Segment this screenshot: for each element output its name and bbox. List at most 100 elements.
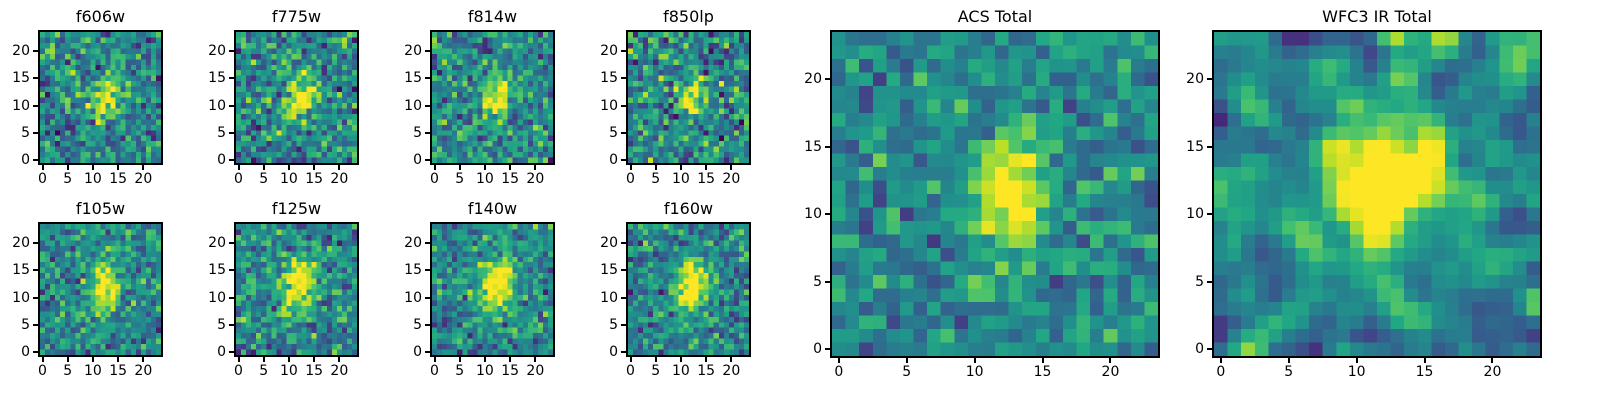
y-tick-mark [1207, 213, 1212, 216]
y-tick-mark [425, 351, 430, 354]
heatmap-acs-total [832, 32, 1158, 356]
x-tick-label: 0 [430, 171, 439, 187]
subplot-f775w: f775w 0 5 10 15 20 0 5 10 15 20 [208, 8, 359, 186]
heatmap-f125w [236, 224, 357, 355]
y-tick-mark [229, 323, 234, 326]
heatmap-f105w [40, 224, 161, 355]
y-tick-label: 0 [413, 152, 422, 169]
y-tick-mark [621, 323, 626, 326]
x-tick-label: 10 [280, 171, 298, 187]
y-tick-mark [1207, 145, 1212, 148]
x-tick-label: 0 [1216, 364, 1226, 380]
y-tick-mark [621, 77, 626, 80]
x-tick-mark [142, 165, 145, 170]
y-tick-mark [229, 77, 234, 80]
x-tick-label: 0 [234, 171, 243, 187]
y-tick-label: 0 [217, 344, 226, 361]
x-tick-mark [654, 357, 657, 362]
y-tick-label: 10 [12, 289, 30, 306]
x-tick-mark [1109, 358, 1112, 363]
heatmap-f850lp [628, 32, 749, 163]
subplot-f606w: f606w 0 5 10 15 20 0 5 10 15 20 [12, 8, 163, 186]
x-tick-label: 15 [1415, 364, 1434, 380]
y-tick-label: 10 [208, 97, 226, 114]
y-tick-label: 0 [217, 152, 226, 169]
x-tick-mark [509, 165, 512, 170]
subplot-f814w: f814w 0 5 10 15 20 0 5 10 15 20 [404, 8, 555, 186]
x-tick-label: 15 [697, 363, 716, 379]
y-tick-label: 5 [609, 124, 618, 141]
y-tick-label: 10 [600, 97, 618, 114]
x-tick-label: 0 [626, 363, 635, 379]
subplot-f850lp: f850lp 0 5 10 15 20 0 5 10 15 20 [600, 8, 751, 186]
y-tick-label: 10 [804, 206, 822, 223]
y-tick-mark [425, 131, 430, 134]
x-tick-label: 5 [455, 363, 465, 379]
y-tick-mark [1207, 280, 1212, 283]
x-tick-mark [262, 165, 265, 170]
y-tick-mark [425, 77, 430, 80]
x-tick-mark [287, 165, 290, 170]
x-tick-mark [1219, 358, 1222, 363]
x-tick-mark [117, 357, 120, 362]
y-tick-label: 5 [413, 316, 422, 333]
x-tick-label: 0 [834, 364, 844, 380]
x-tick-mark [509, 357, 512, 362]
y-tick-mark [33, 269, 38, 272]
y-tick-mark [825, 348, 830, 351]
x-tick-label: 20 [330, 171, 349, 187]
y-tick-label: 5 [813, 273, 822, 290]
heatmap-f160w [628, 224, 749, 355]
subplot-title: f125w [271, 199, 322, 218]
x-tick-label: 5 [1284, 364, 1294, 380]
x-tick-label: 5 [651, 171, 661, 187]
x-tick-mark [91, 357, 94, 362]
subplot-f140w: f140w 0 5 10 15 20 0 5 10 15 20 [404, 200, 555, 378]
x-tick-label: 5 [902, 364, 912, 380]
y-tick-mark [621, 131, 626, 134]
y-tick-label: 15 [208, 70, 226, 87]
y-tick-label: 10 [208, 289, 226, 306]
heatmap-f814w [432, 32, 553, 163]
y-tick-mark [229, 296, 234, 299]
subplot-wfc3-ir-total: WFC3 IR Total 0 5 10 15 20 0 5 10 15 20 [1186, 8, 1542, 379]
x-tick-label: 20 [330, 363, 349, 379]
y-tick-label: 0 [609, 152, 618, 169]
y-tick-mark [425, 242, 430, 245]
y-tick-label: 10 [600, 289, 618, 306]
x-tick-mark [66, 357, 69, 362]
x-tick-label: 20 [1483, 364, 1502, 380]
x-tick-label: 0 [430, 363, 439, 379]
y-tick-label: 10 [404, 97, 422, 114]
y-tick-mark [229, 50, 234, 53]
x-tick-mark [483, 165, 486, 170]
x-tick-mark [237, 357, 240, 362]
y-tick-label: 20 [12, 235, 30, 252]
y-tick-label: 5 [217, 124, 226, 141]
y-tick-label: 15 [1186, 138, 1204, 155]
y-tick-label: 20 [804, 71, 822, 88]
x-tick-mark [433, 165, 436, 170]
y-tick-mark [33, 242, 38, 245]
x-tick-mark [66, 165, 69, 170]
heatmap-f775w [236, 32, 357, 163]
y-tick-label: 20 [404, 43, 422, 60]
y-tick-mark [33, 351, 38, 354]
y-tick-label: 0 [21, 152, 30, 169]
y-tick-mark [1207, 348, 1212, 351]
y-tick-mark [33, 131, 38, 134]
x-tick-label: 10 [84, 363, 102, 379]
x-tick-label: 20 [526, 171, 545, 187]
y-tick-label: 0 [609, 344, 618, 361]
y-tick-mark [425, 159, 430, 162]
subplot-f125w: f125w 0 5 10 15 20 0 5 10 15 20 [208, 200, 359, 378]
x-tick-label: 10 [965, 364, 984, 380]
y-tick-mark [229, 242, 234, 245]
y-tick-mark [425, 104, 430, 107]
y-tick-label: 20 [208, 43, 226, 60]
x-tick-mark [1041, 358, 1044, 363]
y-tick-mark [229, 351, 234, 354]
y-tick-mark [425, 269, 430, 272]
x-tick-mark [338, 357, 341, 362]
